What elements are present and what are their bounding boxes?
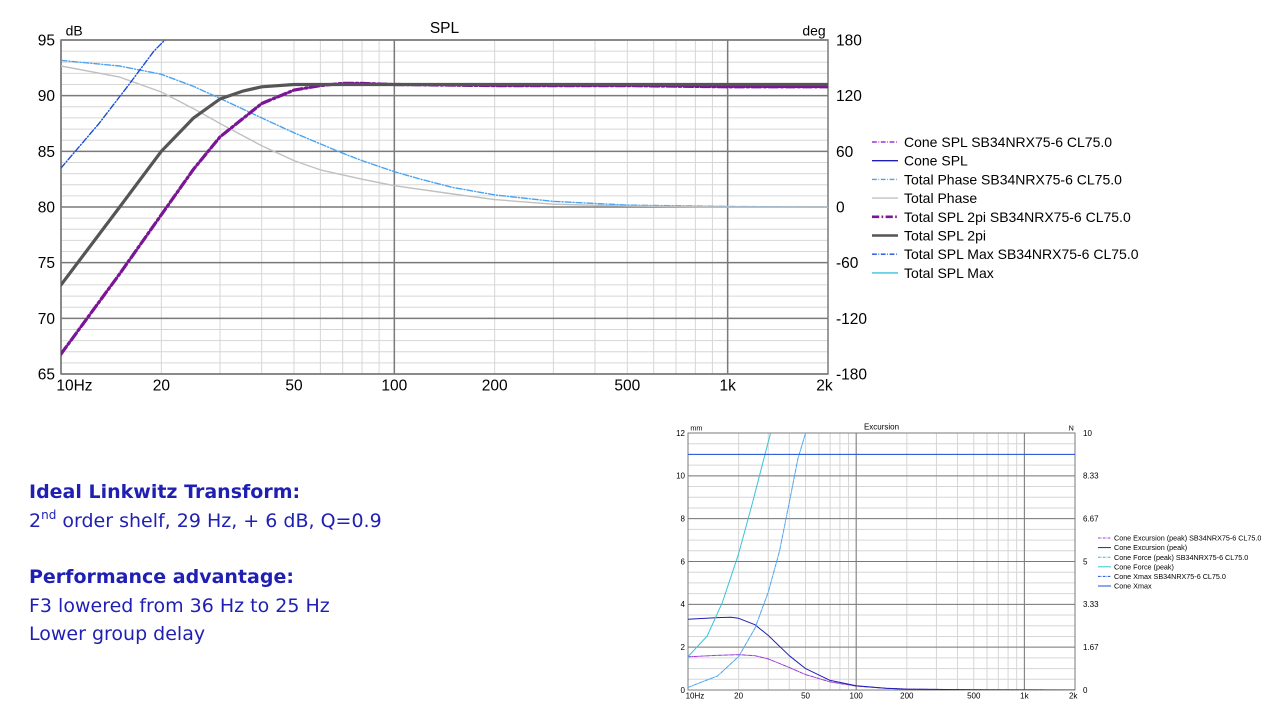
y-tick-label: 90 (38, 88, 56, 105)
y-tick-label: 70 (38, 311, 56, 328)
plot-frame (687, 432, 1076, 691)
y2-tick-label: 3.33 (1083, 600, 1099, 609)
legend-label-4: Cone Xmax SB34NRX75-6 CL75.0 (1114, 572, 1226, 581)
legend-label-2: Cone Force (peak) SB34NRX75-6 CL75.0 (1114, 553, 1248, 562)
y-tick-label: 80 (38, 199, 56, 216)
note-line-f3: F3 lowered from 36 Hz to 25 Hz (29, 594, 330, 617)
y2-axis-unit: N (1069, 424, 1074, 433)
y2-tick-label: -120 (836, 311, 867, 328)
legend-label-1: Cone Excursion (peak) (1114, 543, 1187, 552)
y2-tick-label: 180 (836, 32, 862, 49)
y2-tick-label: -180 (836, 366, 867, 383)
y2-tick-label: 6.67 (1083, 514, 1099, 523)
x-tick-label: 100 (381, 377, 407, 394)
x-tick-label: 20 (734, 691, 743, 700)
note-line-group-delay: Lower group delay (29, 623, 206, 645)
note-shelf-params: order shelf, 29 Hz, + 6 dB, Q=0.9 (56, 509, 382, 532)
y-tick-label: 0 (681, 686, 686, 695)
chart-title: Excursion (864, 422, 899, 431)
x-tick-label: 500 (967, 691, 981, 700)
x-tick-label: 200 (482, 377, 508, 394)
note-order-number: 2 (29, 509, 42, 532)
note-heading-performance: Performance advantage: (29, 566, 294, 588)
legend-label-0: Cone SPL SB34NRX75-6 CL75.0 (904, 134, 1112, 150)
series-group (61, 40, 828, 356)
series-line-3 (61, 65, 828, 208)
y2-tick-label: 120 (836, 88, 862, 105)
y2-tick-label: 60 (836, 144, 854, 161)
series-line-5 (61, 82, 828, 287)
legend-label-3: Total Phase (904, 190, 977, 206)
x-tick-label: 2k (1069, 691, 1078, 700)
x-tick-label: 100 (850, 691, 864, 700)
series-line-6 (61, 40, 166, 169)
y2-tick-label: 5 (1083, 557, 1088, 566)
legend: Cone SPL SB34NRX75-6 CL75.0 Cone SPL Total… (872, 134, 1139, 281)
y-axis-unit: mm (690, 424, 702, 433)
series-line-1 (688, 616, 1075, 690)
y-tick-label: 8 (681, 514, 686, 523)
legend-label-3: Cone Force (peak) (1114, 562, 1174, 571)
notes-panel: Ideal Linkwitz Transform: 2nd order shel… (29, 478, 589, 649)
note-order-suffix: nd (41, 507, 57, 522)
y-tick-label: 85 (38, 144, 55, 161)
legend-label-6: Total SPL Max SB34NRX75-6 CL75.0 (904, 246, 1139, 262)
y2-tick-label: 0 (1083, 686, 1088, 695)
y2-tick-label: 0 (836, 199, 845, 216)
chart-title: SPL (430, 20, 460, 37)
legend: Cone Excursion (peak) SB34NRX75-6 CL75.0… (1098, 534, 1261, 591)
legend-label-5: Cone Xmax (1114, 582, 1152, 591)
y2-tick-label: 1.67 (1083, 643, 1099, 652)
x-tick-label: 500 (614, 377, 640, 394)
legend-label-4: Total SPL 2pi SB34NRX75-6 CL75.0 (904, 209, 1131, 225)
y2-tick-label: 8.33 (1083, 472, 1099, 481)
note-line-shelf: 2nd order shelf, 29 Hz, + 6 dB, Q=0.9 (29, 507, 589, 536)
x-tick-label: 10Hz (56, 377, 92, 394)
y-tick-label: 10 (676, 472, 685, 481)
legend-label-2: Total Phase SB34NRX75-6 CL75.0 (904, 171, 1122, 187)
y2-axis-unit: deg (802, 22, 825, 38)
y-tick-label: 4 (681, 600, 686, 609)
series-group (688, 433, 1075, 690)
legend-label-0: Cone Excursion (peak) SB34NRX75-6 CL75.0 (1114, 534, 1261, 543)
x-tick-label: 2k (816, 377, 833, 394)
x-tick-label: 1k (719, 377, 736, 394)
x-tick-label: 10Hz (686, 691, 705, 700)
x-tick-label: 1k (1020, 691, 1029, 700)
x-tick-label: 50 (285, 377, 303, 394)
y-tick-label: 2 (681, 643, 686, 652)
y-tick-label: 12 (676, 429, 685, 438)
y-axis-unit: dB (66, 22, 83, 38)
y-tick-label: 65 (38, 366, 55, 383)
x-tick-label: 20 (153, 377, 171, 394)
legend-label-5: Total SPL 2pi (904, 228, 986, 244)
legend-label-1: Cone SPL (904, 153, 968, 169)
y2-tick-label: -60 (836, 255, 859, 272)
y-tick-label: 6 (681, 557, 686, 566)
y-tick-label: 75 (38, 255, 55, 272)
note-heading-ideal-lt: Ideal Linkwitz Transform: (29, 481, 301, 503)
legend-label-7: Total SPL Max (904, 265, 994, 281)
series-line-2 (61, 59, 828, 208)
series-line-3 (688, 433, 772, 658)
y2-tick-label: 10 (1083, 429, 1092, 438)
plot-grid (687, 432, 1076, 691)
x-tick-label: 50 (801, 691, 810, 700)
x-tick-label: 200 (900, 691, 914, 700)
y-tick-label: 95 (38, 32, 55, 49)
series-line-2 (688, 433, 807, 688)
